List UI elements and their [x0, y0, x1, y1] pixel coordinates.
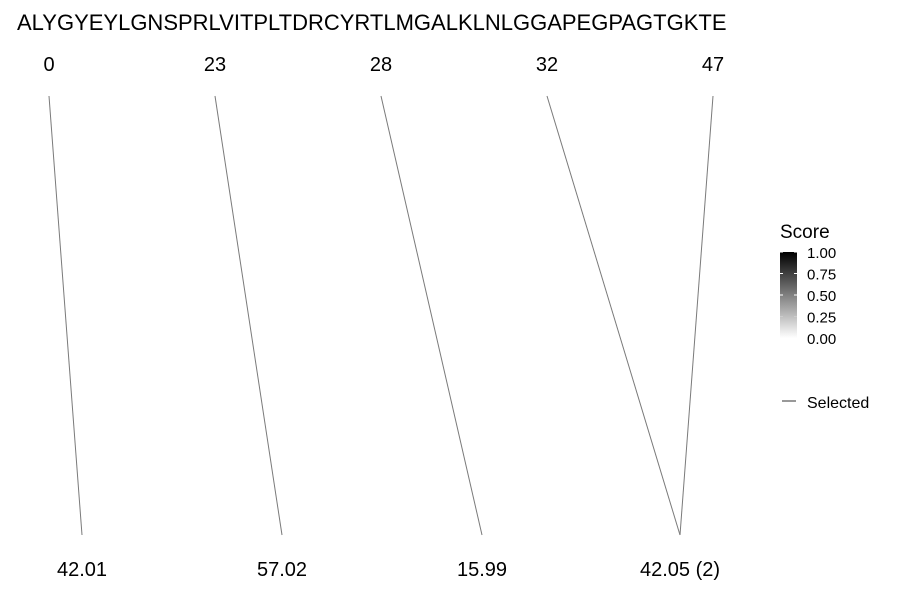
- score-gradient-bar: [780, 252, 797, 338]
- position-label: 23: [204, 54, 226, 76]
- position-labels: 0 23 28 32 47: [43, 54, 724, 76]
- legend-tick-label: 0.25: [807, 310, 836, 327]
- mass-labels: 42.01 57.02 15.99 42.05 (2): [57, 559, 720, 581]
- connector-line: [380, 95, 483, 536]
- legend-key-label: Selected: [807, 395, 869, 412]
- position-label: 32: [536, 54, 558, 76]
- score-legend: Score 1.00 0.75 0.50 0.25 0.00 Selected: [780, 222, 869, 412]
- connector-line: [48, 95, 83, 536]
- mass-label: 42.01: [57, 559, 107, 581]
- connector-line: [546, 95, 681, 536]
- position-label: 28: [370, 54, 392, 76]
- peptide-sequence: ALYGYEYLGNSPRLVITPLTDRCYRTLMGALKLNLGGAPE…: [17, 10, 727, 35]
- mass-label: 57.02: [257, 559, 307, 581]
- legend-tick-label: 0.50: [807, 288, 836, 305]
- position-label: 0: [43, 54, 54, 76]
- position-label: 47: [702, 54, 724, 76]
- legend-title: Score: [780, 222, 830, 243]
- legend-tick-label: 0.00: [807, 331, 836, 348]
- legend-tick-label: 1.00: [807, 245, 836, 262]
- legend-tick-label: 0.75: [807, 267, 836, 284]
- mass-label: 15.99: [457, 559, 507, 581]
- mass-label: 42.05 (2): [640, 559, 720, 581]
- connector-line: [679, 95, 714, 536]
- connector-lines: [48, 95, 714, 536]
- connector-line: [214, 95, 283, 536]
